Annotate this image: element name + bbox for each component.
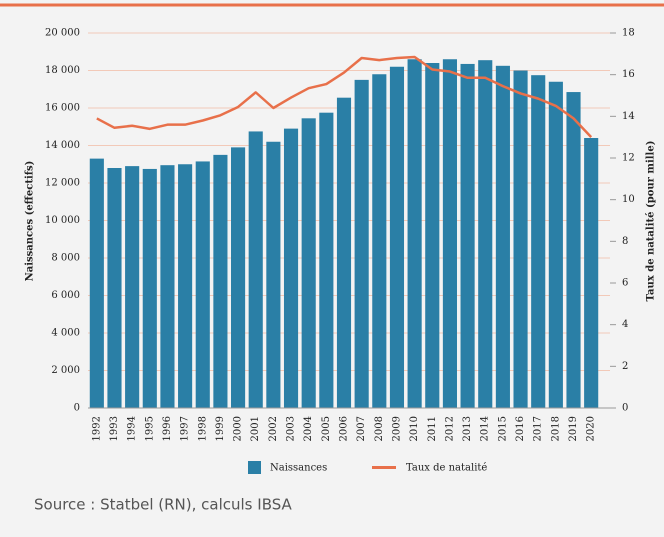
x-tick-label: 2001: [250, 416, 261, 441]
y2-tick-label: 0: [622, 403, 628, 414]
bar: [548, 81, 563, 408]
bar: [231, 147, 246, 408]
y2-tick-label: 10: [622, 194, 635, 205]
bar: [584, 138, 599, 408]
bar: [495, 65, 510, 408]
bar: [142, 168, 157, 408]
bar: [372, 74, 387, 408]
x-tick-label: 2015: [497, 416, 508, 441]
y-tick-label: 10 000: [45, 215, 80, 226]
y2-tick-label: 6: [622, 278, 628, 289]
y-tick-label: 4 000: [51, 328, 80, 339]
x-tick-label: 2010: [409, 416, 420, 441]
x-tick-label: 2013: [462, 416, 473, 441]
x-tick-label: 2006: [339, 416, 350, 441]
x-tick-label: 1998: [197, 416, 208, 441]
x-tick-label: 2002: [268, 416, 279, 441]
bar: [513, 70, 528, 408]
y-tick-label: 12 000: [45, 178, 80, 189]
x-tick-label: 2007: [356, 416, 367, 441]
bar: [213, 154, 228, 408]
bar: [407, 59, 422, 408]
y-tick-label: 6 000: [51, 290, 80, 301]
bar: [425, 63, 440, 408]
x-tick-label: 1996: [162, 416, 173, 441]
bar: [566, 92, 581, 408]
bar: [389, 66, 405, 408]
x-tick-label: 2003: [286, 416, 297, 441]
x-tick-label: 2005: [321, 416, 332, 441]
bar: [266, 141, 281, 408]
bar: [336, 97, 352, 408]
x-tick-label: 1997: [180, 416, 191, 441]
y-axis-title: Naissances (effectifs): [25, 161, 36, 282]
x-tick-label: 2019: [568, 416, 579, 441]
y2-tick-label: 16: [622, 69, 635, 80]
bar: [319, 112, 334, 408]
bar: [248, 131, 263, 408]
bar: [195, 161, 210, 408]
x-tick-label: 2020: [586, 416, 597, 441]
bar: [89, 158, 104, 408]
line: [96, 55, 593, 139]
x-tick-label: 2012: [444, 416, 455, 441]
x-tick-label: 2014: [480, 416, 491, 441]
bar: [442, 59, 457, 408]
y-tick-label: 16 000: [45, 103, 80, 114]
y-tick-label: 20 000: [45, 28, 80, 39]
bar: [283, 128, 299, 408]
bar: [478, 60, 493, 408]
y-tick-label: 18 000: [45, 65, 80, 76]
bar: [125, 166, 140, 408]
x-tick-label: 1995: [144, 416, 155, 441]
x-tick-label: 2008: [374, 416, 385, 441]
bar: [531, 75, 546, 408]
x-tick-label: 1993: [109, 416, 120, 441]
y-tick-label: 0: [74, 403, 80, 414]
legend-label: Taux de natalité: [406, 463, 487, 474]
y2-tick-label: 8: [622, 236, 628, 247]
y2-tick-label: 2: [622, 361, 628, 372]
x-tick-label: 1992: [91, 416, 102, 441]
y2-axis-title: Taux de natalité (pour mille): [646, 141, 657, 302]
y-tick-label: 2 000: [51, 365, 80, 376]
bar: [178, 164, 193, 408]
x-tick-label: 2018: [550, 416, 561, 441]
source-note: Source : Statbel (RN), calculs IBSA: [34, 496, 293, 514]
x-tick-label: 1994: [127, 416, 138, 441]
y2-tick-label: 12: [622, 153, 635, 164]
x-tick-label: 1999: [215, 416, 226, 441]
bar: [460, 63, 475, 408]
y-tick-label: 8 000: [51, 253, 80, 264]
bar: [301, 118, 316, 408]
x-tick-label: 2004: [303, 416, 314, 441]
legend-swatch: [248, 461, 261, 474]
x-tick-label: 2009: [391, 416, 402, 441]
y2-tick-label: 4: [622, 319, 628, 330]
y2-tick-label: 14: [622, 111, 635, 122]
y-tick-label: 14 000: [45, 140, 80, 151]
x-tick-label: 2016: [515, 416, 526, 441]
y2-tick-label: 18: [622, 28, 635, 39]
legend-label: Naissances: [270, 463, 327, 474]
x-tick-label: 2000: [233, 416, 244, 441]
bar: [160, 165, 175, 408]
bar: [107, 168, 122, 408]
x-tick-label: 2017: [533, 416, 544, 441]
bar: [354, 79, 369, 408]
x-tick-label: 2011: [427, 416, 438, 441]
